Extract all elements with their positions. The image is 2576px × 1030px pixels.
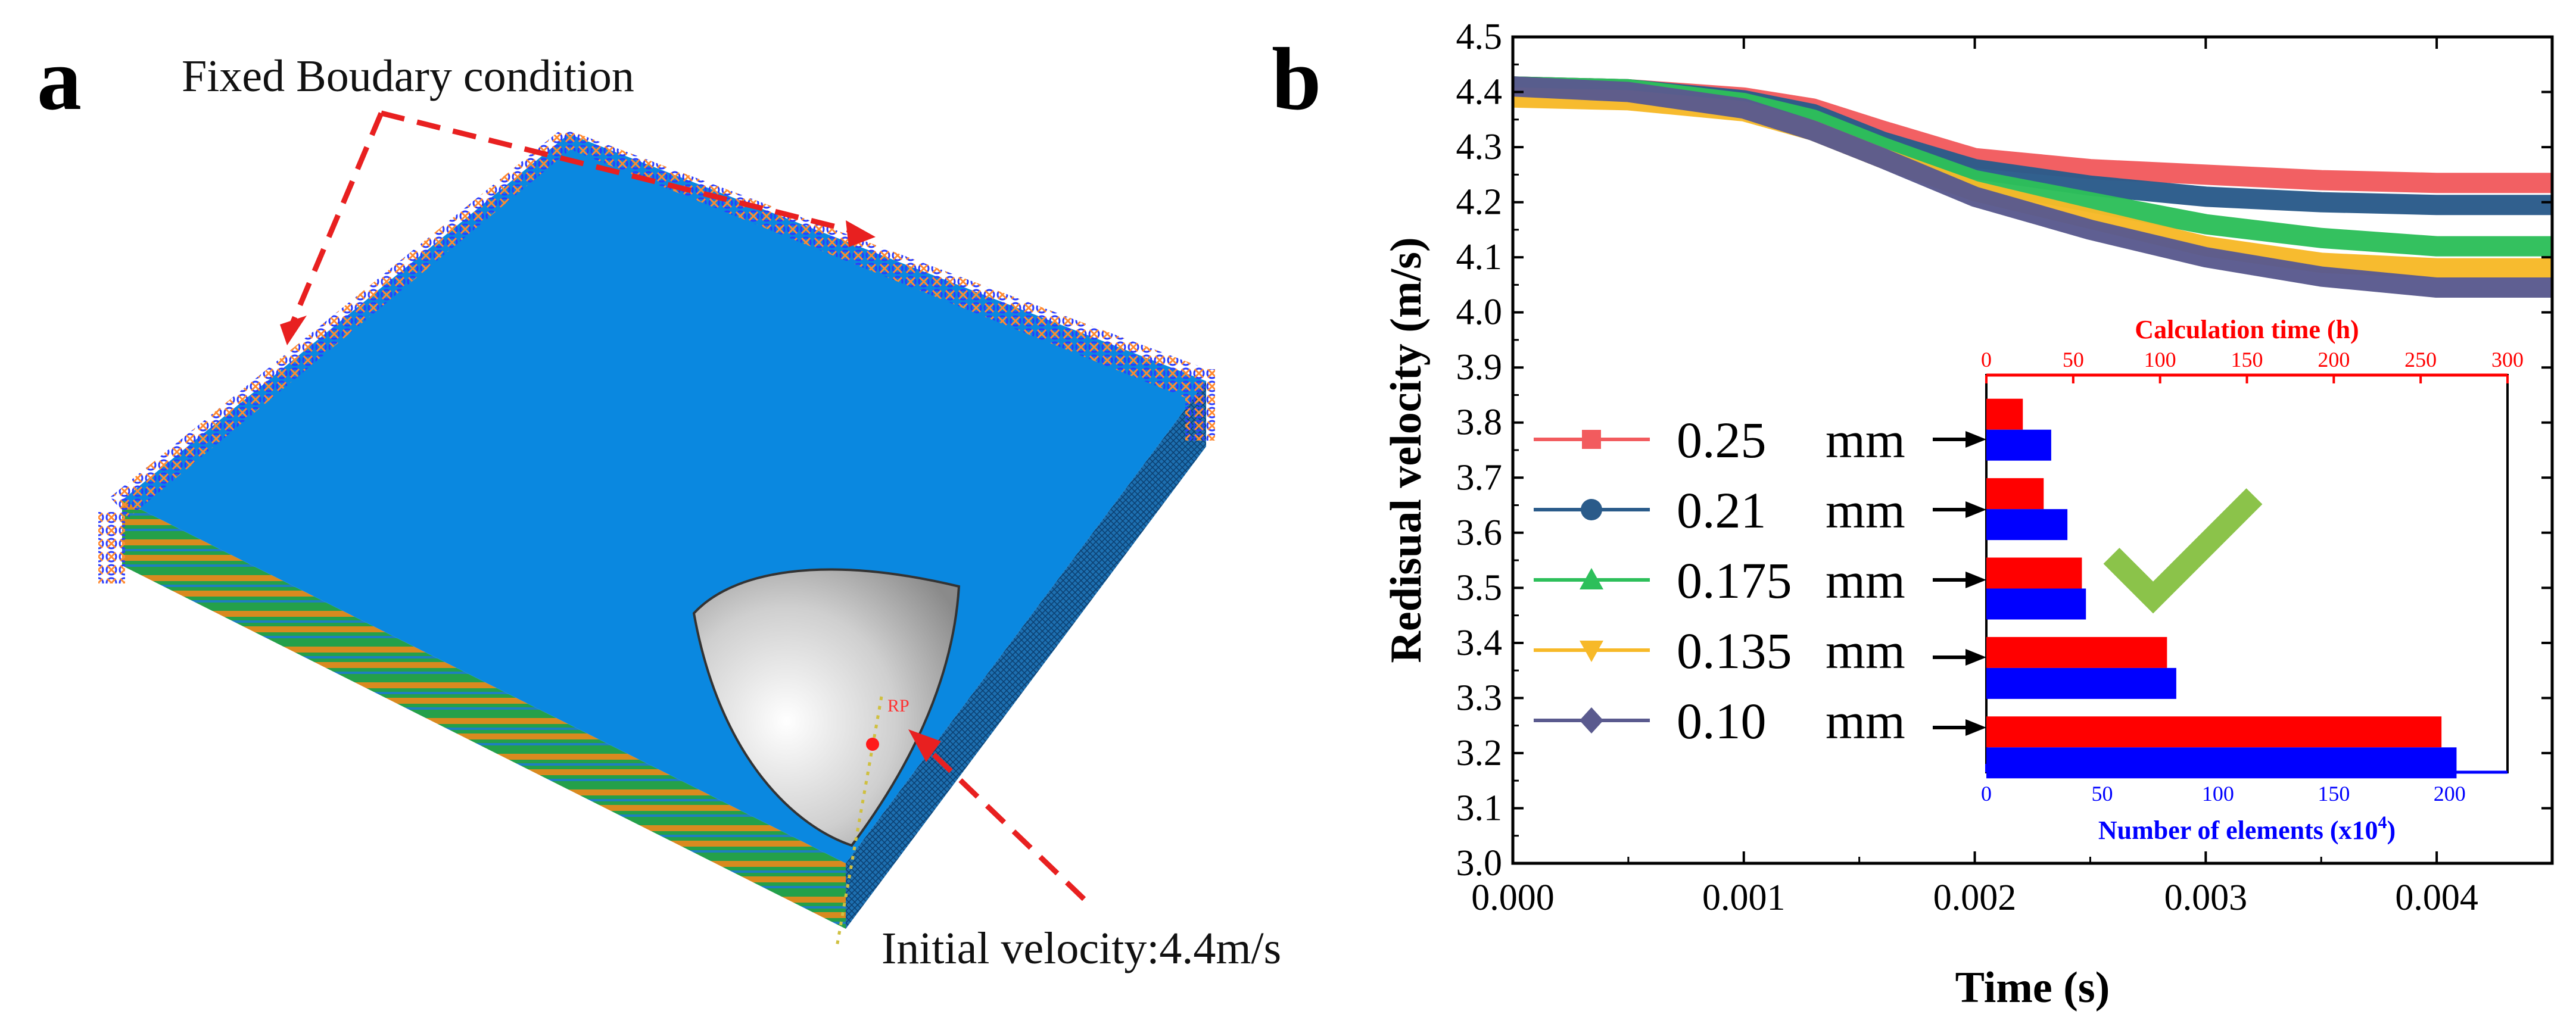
y-tick-label: 3.0: [1456, 843, 1503, 884]
fixed-bc-markers-corner: [98, 512, 125, 583]
fixed-boundary-label: Fixed Boudary condition: [182, 51, 634, 101]
panel-b-letter: b: [1272, 30, 1322, 129]
bar-elements-0-25: [1986, 429, 2051, 461]
fixed-bc-arrow-top: [380, 110, 859, 235]
legend: 0.25 mm 0.21 mm 0.175 mm 0.135 mm 0.10 mm: [1534, 411, 1905, 750]
y-tick-label: 4.3: [1456, 127, 1503, 167]
legend-pointer-arrowhead: [1966, 719, 1986, 736]
y-axis-title: Redisual velocity (m/s): [1382, 237, 1431, 663]
bar-calc-time-0-135: [1986, 636, 2167, 668]
laminate-front-face: [122, 500, 846, 929]
fixed-bc-markers-left: [110, 128, 575, 518]
y-tick-label: 3.7: [1456, 457, 1503, 498]
fixed-bc-markers-right: [1185, 369, 1215, 441]
y-tick-label: 4.1: [1456, 237, 1503, 277]
rp-label: RP: [887, 696, 909, 716]
inset-bottom-tick-label: 200: [2434, 782, 2466, 806]
series-line-0-10: [1512, 76, 2552, 298]
legend-pointer-arrowhead: [1966, 501, 1986, 518]
legend-marker: [1581, 499, 1602, 520]
legend-value: 0.25: [1677, 411, 1767, 469]
main-chart-series: [1512, 76, 2552, 298]
legend-unit: mm: [1826, 552, 1905, 609]
bar-calc-time-0-21: [1986, 478, 2044, 510]
bar-elements-0-135: [1986, 667, 2176, 699]
bar-elements-0-21: [1986, 509, 2068, 541]
main-chart-axes: 3.0 3.1 3.2 3.3 3.4 3.5 3.6 3.7 3.8 3.9 4.0 4.1 4.2 4…: [1382, 17, 2554, 1012]
inset-bottom-tick-label: 50: [2091, 782, 2113, 806]
legend-marker: [1580, 707, 1603, 734]
inset-bottom-axis-title: Number of elements (x104): [2098, 813, 2396, 845]
y-tick-label: 4.0: [1456, 292, 1503, 333]
legend-marker: [1580, 568, 1603, 589]
y-tick-label: 3.3: [1456, 678, 1503, 718]
y-tick-label: 4.4: [1456, 72, 1503, 113]
y-tick-label: 3.5: [1456, 567, 1503, 608]
y-tick-label: 3.6: [1456, 513, 1503, 553]
bar-calc-time-0-175: [1986, 557, 2082, 589]
legend-pointer-arrowhead: [1966, 649, 1986, 666]
legend-unit: mm: [1826, 411, 1905, 469]
bar-elements-0-175: [1986, 588, 2086, 620]
x-tick-label: 0.003: [2164, 878, 2248, 918]
y-tick-label: 3.8: [1456, 402, 1503, 443]
inset-top-axis-title: Calculation time (h): [2135, 315, 2359, 344]
panel-a-fe-model: a Fixed Boudary condition Initial veloci…: [37, 30, 1282, 973]
legend-unit: mm: [1826, 692, 1905, 750]
legend-pointer-arrowhead: [1966, 431, 1986, 448]
rp-marker: [866, 738, 879, 751]
x-tick-label: 0.000: [1471, 878, 1555, 918]
x-axis-title: Time (s): [1955, 963, 2110, 1012]
y-tick-label: 4.5: [1456, 17, 1503, 57]
rp-axis: [835, 696, 883, 947]
legend-value: 0.135: [1677, 622, 1792, 679]
inset-bottom-tick-label: 0: [1981, 782, 1992, 806]
y-tick-label: 3.1: [1456, 788, 1503, 828]
y-tick-label: 4.2: [1456, 182, 1503, 223]
inset-bar-chart: 0 50 100 150 200 250 300 0 50 100 150 200 Calculatio…: [1933, 315, 2524, 845]
initial-velocity-label: Initial velocity:4.4m/s: [881, 923, 1282, 973]
x-tick-label: 0.004: [2395, 878, 2478, 918]
y-tick-label: 3.4: [1456, 623, 1503, 663]
x-tick-label: 0.002: [1933, 878, 2017, 918]
legend-value: 0.10: [1677, 692, 1767, 750]
y-tick-label: 3.9: [1456, 347, 1503, 388]
impactor-shell: [692, 568, 961, 847]
legend-marker: [1582, 430, 1601, 449]
inset-top-tick-label: 150: [2231, 348, 2263, 372]
inset-bottom-tick-label: 150: [2318, 782, 2350, 806]
legend-unit: mm: [1826, 482, 1905, 539]
inset-top-tick-label: 200: [2318, 348, 2350, 372]
legend-value: 0.175: [1677, 552, 1792, 609]
bar-calc-time-0-10: [1986, 716, 2442, 748]
legend-unit: mm: [1826, 622, 1905, 679]
panel-a-letter: a: [37, 30, 82, 129]
check-icon: [2103, 488, 2263, 614]
inset-top-tick-label: 250: [2404, 348, 2437, 372]
inset-top-tick-label: 50: [2063, 348, 2084, 372]
bar-calc-time-0-25: [1986, 398, 2023, 430]
inset-bottom-tick-label: 100: [2202, 782, 2234, 806]
y-tick-label: 3.2: [1456, 733, 1503, 773]
fe-model-illustration: RP: [98, 110, 1215, 947]
legend-pointer-arrowhead: [1966, 572, 1986, 588]
x-tick-label: 0.001: [1702, 878, 1786, 918]
laminate-side-face: [846, 381, 1206, 929]
inset-top-tick-label: 300: [2491, 348, 2524, 372]
legend-value: 0.21: [1677, 482, 1767, 539]
bar-elements-0-10: [1986, 747, 2457, 779]
fixed-bc-arrow: [289, 112, 384, 326]
inset-top-tick-label: 100: [2144, 348, 2176, 372]
legend-marker: [1580, 641, 1603, 662]
inset-top-tick-label: 0: [1981, 348, 1992, 372]
